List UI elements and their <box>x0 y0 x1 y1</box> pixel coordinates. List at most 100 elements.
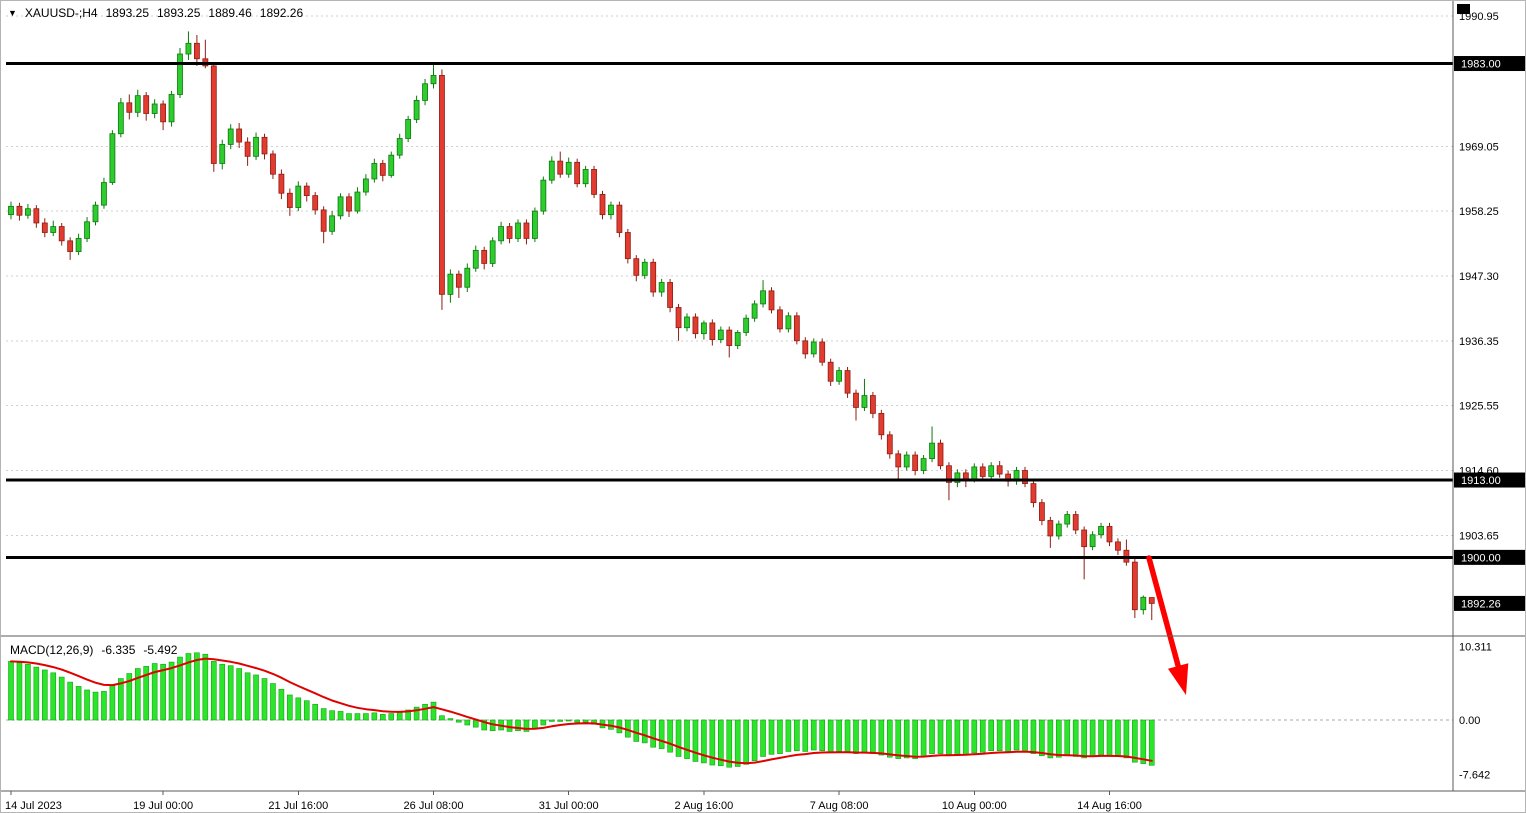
price-axis-label: 1958.25 <box>1459 206 1499 218</box>
candle-body <box>650 261 657 293</box>
time-axis-label: 31 Jul 00:00 <box>539 800 599 812</box>
candle-body <box>379 163 386 176</box>
macd-histogram-bar <box>827 719 834 753</box>
candle-body <box>641 261 648 276</box>
macd-histogram-bar <box>532 719 538 729</box>
macd-histogram-bar <box>270 683 276 721</box>
candle-body <box>253 136 259 157</box>
candle-body <box>565 161 572 175</box>
candle-body <box>624 232 631 260</box>
bid-price-tag-label: 1892.26 <box>1461 598 1501 610</box>
candle-body <box>371 163 378 180</box>
macd-histogram-bar <box>84 689 90 721</box>
macd-histogram-bar <box>548 719 555 722</box>
candle-body <box>540 179 547 212</box>
macd-histogram-bar <box>557 719 564 722</box>
axis-corner-marker[interactable] <box>1457 4 1470 14</box>
candle-body <box>1055 523 1062 537</box>
macd-histogram-bar <box>929 719 935 754</box>
candle-body <box>278 173 285 194</box>
time-axis-label: 19 Jul 00:00 <box>133 800 193 812</box>
candle-body <box>827 361 834 382</box>
macd-histogram-bar <box>1039 719 1045 757</box>
macd-histogram-bar <box>667 719 673 753</box>
macd-histogram-bar <box>388 713 395 721</box>
macd-histogram-bar <box>523 719 530 732</box>
macd-histogram-bar <box>244 672 251 721</box>
candle-body <box>143 95 150 114</box>
candle-body <box>886 434 893 455</box>
candle-body <box>261 136 268 155</box>
candle-body <box>701 322 707 335</box>
macd-axis-label: 0.00 <box>1459 715 1480 727</box>
macd-histogram-bar <box>878 719 885 756</box>
price-axis-label: 1903.65 <box>1459 531 1499 543</box>
candle-body <box>1064 514 1071 525</box>
macd-histogram-bar <box>160 663 166 721</box>
candle-body <box>1131 561 1138 611</box>
macd-histogram-bar <box>819 719 826 752</box>
candle-body <box>101 182 107 206</box>
candle-body <box>802 340 809 355</box>
macd-histogram-bar <box>777 719 783 754</box>
candle-body <box>853 392 859 408</box>
candle-body <box>675 307 682 329</box>
macd-histogram-bar <box>109 685 116 721</box>
macd-histogram-bar <box>709 719 716 766</box>
time-axis-label: 7 Aug 08:00 <box>810 800 869 812</box>
symbol-dropdown-icon[interactable]: ▼ <box>8 7 17 18</box>
macd-histogram-bar <box>1072 719 1079 757</box>
ohlc-low-value: 1889.46 <box>208 6 252 20</box>
candle-body <box>903 454 910 468</box>
candle-body <box>532 210 538 239</box>
macd-histogram-bar <box>979 719 986 753</box>
macd-histogram-bar <box>1089 719 1096 757</box>
trend-arrow-head[interactable] <box>1168 663 1189 695</box>
candle-body <box>785 315 792 330</box>
candle-body <box>464 267 471 288</box>
macd-histogram-bar <box>684 719 690 759</box>
price-level-tag-label: 1913.00 <box>1461 475 1501 487</box>
candle-body <box>219 144 226 164</box>
macd-histogram-bar <box>574 719 580 723</box>
candle-body <box>244 141 251 157</box>
candle-body <box>168 94 175 123</box>
candle-body <box>523 222 530 239</box>
candle-body <box>362 178 369 193</box>
price-level-tag <box>1454 56 1525 72</box>
candle-body <box>1115 541 1121 551</box>
macd-histogram-bar <box>802 719 809 752</box>
candle-body <box>413 100 420 120</box>
macd-name: MACD(12,26,9) <box>10 643 94 657</box>
candle-body <box>1098 526 1104 536</box>
macd-histogram-bar <box>33 666 40 721</box>
macd-histogram-bar <box>287 694 293 721</box>
macd-histogram-bar <box>1056 719 1062 758</box>
macd-histogram-bar <box>658 719 665 749</box>
macd-histogram-bar <box>1081 719 1087 759</box>
candle-body <box>320 209 327 232</box>
candle-body <box>937 442 944 467</box>
candle-body <box>582 169 589 185</box>
candle-body <box>684 316 690 329</box>
candle-body <box>836 370 842 382</box>
candle-body <box>67 240 74 252</box>
macd-histogram-bar <box>371 712 378 721</box>
trend-arrow-shaft[interactable] <box>1146 555 1183 675</box>
candle-body <box>692 316 699 335</box>
candle-body <box>1140 596 1147 611</box>
candle-body <box>227 128 234 145</box>
macd-histogram-bar <box>379 713 386 721</box>
macd-histogram-bar <box>354 713 361 721</box>
macd-histogram-bar <box>810 719 817 751</box>
candle-body <box>185 42 192 55</box>
macd-histogram-bar <box>25 663 31 721</box>
candle-body <box>1022 470 1028 484</box>
macd-histogram-bar <box>295 697 302 721</box>
symbol-timeframe-label: XAUUSD-;H4 <box>24 6 98 20</box>
candle-body <box>430 75 437 85</box>
macd-histogram-bar <box>1030 719 1037 754</box>
macd-histogram-bar <box>58 676 65 721</box>
macd-histogram-bar <box>1140 719 1147 764</box>
